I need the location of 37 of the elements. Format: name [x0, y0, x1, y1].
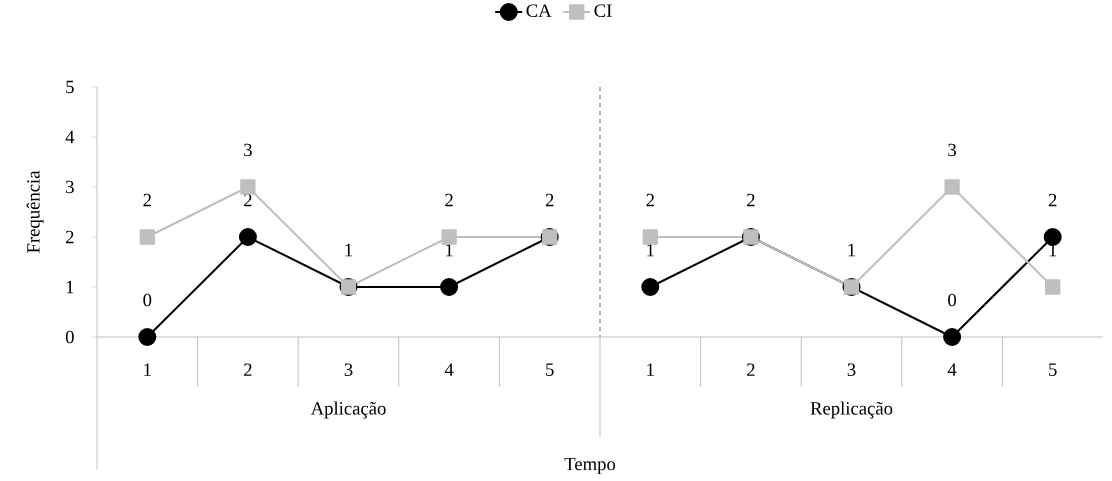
data-label: 2 — [1048, 193, 1057, 207]
y-tick-label: 3 — [66, 180, 74, 194]
data-label: 2 — [545, 193, 554, 207]
y-tick-label: 2 — [66, 230, 74, 244]
data-label: 0 — [948, 293, 957, 307]
x-tick-label: 2 — [244, 363, 252, 376]
data-label: 0 — [143, 293, 152, 307]
data-label: 3 — [244, 143, 252, 157]
data-label: 2 — [445, 193, 453, 207]
x-tick-label: 5 — [546, 363, 554, 376]
data-label: 1 — [446, 243, 453, 257]
data-label: 2 — [244, 193, 252, 207]
data-label: 2 — [143, 193, 151, 207]
data-label: 3 — [948, 143, 957, 157]
y-axis-title: Frequência — [26, 170, 44, 253]
x-tick-label: 5 — [1049, 363, 1057, 376]
x-tick-label: 4 — [947, 363, 957, 376]
y-tick-label: 4 — [65, 130, 75, 144]
y-tick-label: 0 — [65, 330, 74, 344]
y-tick-label: 1 — [66, 280, 74, 294]
x-tick-label: 3 — [344, 363, 353, 377]
legend-label: CI — [594, 4, 612, 17]
legend-label: CA — [526, 4, 552, 17]
data-label: 2 — [747, 193, 755, 207]
text: Tempo — [564, 457, 616, 475]
x-tick-label: 4 — [444, 363, 454, 376]
data-label: 1 — [647, 243, 654, 257]
x-axis-title: Aplicação — [310, 401, 386, 419]
x-tick-label: 2 — [747, 363, 755, 376]
data-label: 1 — [345, 243, 353, 257]
x-tick-label: 1 — [647, 363, 654, 376]
data-label: 2 — [646, 193, 654, 207]
x-tick-label: 3 — [847, 363, 856, 377]
y-tick-label: 5 — [66, 80, 74, 94]
x-axis-title: Replicação — [810, 401, 893, 419]
data-label: 1 — [848, 243, 856, 257]
x-tick-label: 1 — [144, 363, 151, 376]
